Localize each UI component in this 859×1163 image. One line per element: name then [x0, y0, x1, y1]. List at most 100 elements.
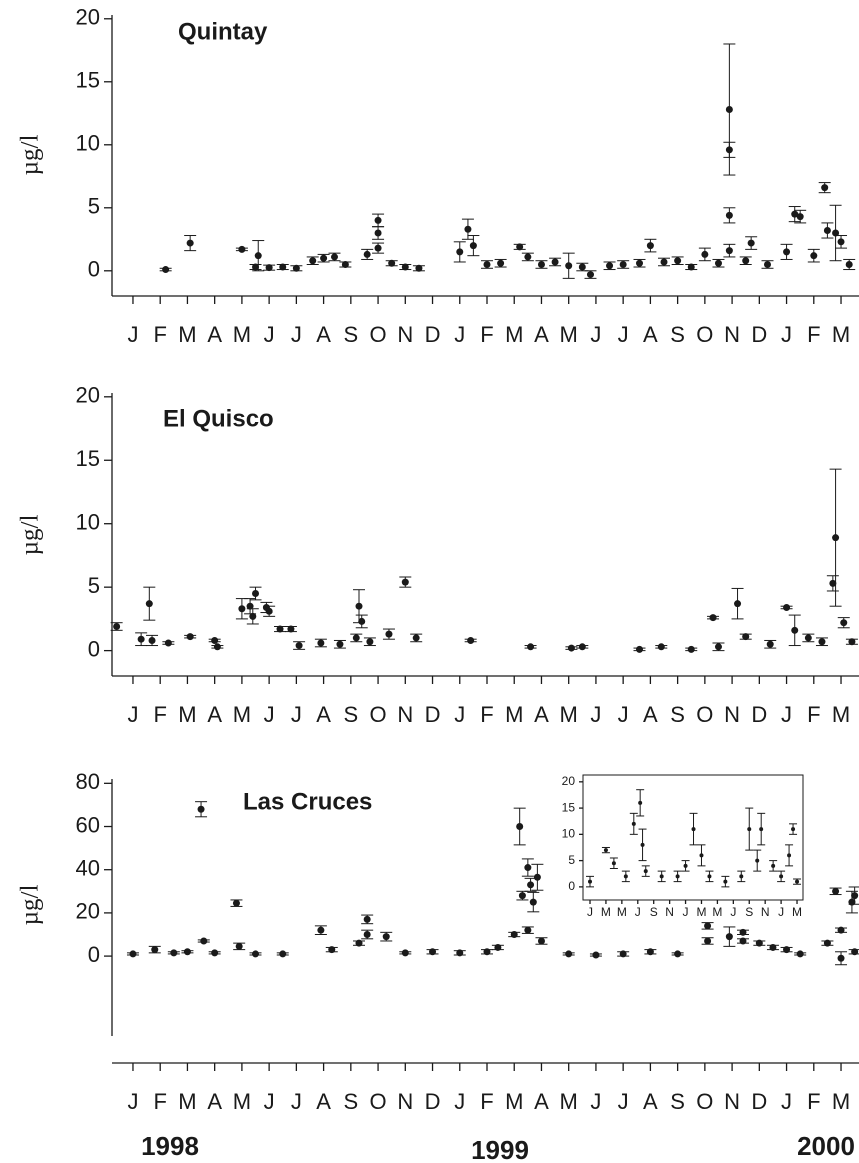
data-point	[358, 617, 366, 625]
y-tick-label: 0	[88, 636, 100, 661]
x-tick-label: D	[751, 322, 767, 347]
x-tick-label: M	[832, 702, 850, 727]
x-tick-label: M	[617, 905, 627, 919]
data-point	[510, 930, 518, 938]
data-point	[739, 937, 747, 945]
data-point	[725, 933, 733, 941]
x-tick-label: N	[665, 905, 674, 919]
data-point	[619, 950, 627, 958]
data-point	[821, 184, 829, 192]
x-tick-label: M	[233, 1089, 251, 1114]
data-point	[646, 948, 654, 956]
x-tick-label: F	[807, 322, 820, 347]
data-point	[374, 229, 382, 237]
data-point	[636, 259, 644, 267]
data-point	[769, 943, 777, 951]
data-point	[837, 954, 845, 962]
data-point	[623, 874, 628, 879]
x-tick-label: J	[454, 702, 465, 727]
x-tick-label: M	[505, 702, 523, 727]
y-tick-label: 15	[76, 446, 100, 471]
data-point	[309, 257, 317, 265]
data-point	[292, 264, 300, 272]
y-axis-label: µg/l	[17, 135, 44, 176]
x-tick-label: O	[370, 702, 387, 727]
data-point	[714, 643, 722, 651]
x-tick-label: M	[696, 905, 706, 919]
data-point	[164, 639, 172, 647]
y-tick-label: 20	[76, 383, 100, 408]
data-point	[845, 260, 853, 268]
y-tick-label: 5	[88, 573, 100, 598]
data-point	[701, 250, 709, 258]
x-tick-label: J	[264, 1089, 275, 1114]
data-point	[791, 626, 799, 634]
data-point	[467, 636, 475, 644]
data-point	[137, 635, 145, 643]
data-point	[818, 638, 826, 646]
inset-frame	[582, 774, 804, 901]
data-point	[659, 874, 664, 879]
x-tick-label: J	[730, 905, 736, 919]
data-point	[723, 879, 728, 884]
data-point	[385, 630, 393, 638]
data-point	[683, 863, 688, 868]
x-tick-label: A	[207, 322, 222, 347]
x-tick-label: M	[178, 322, 196, 347]
data-point	[537, 260, 545, 268]
data-point	[276, 625, 284, 633]
year-label: 2000	[797, 1131, 855, 1161]
data-point	[848, 638, 856, 646]
x-tick-label: O	[696, 1089, 713, 1114]
data-point	[352, 634, 360, 642]
data-point	[252, 950, 260, 958]
data-point	[238, 245, 246, 253]
data-point	[129, 950, 137, 958]
data-point	[186, 633, 194, 641]
data-point	[200, 937, 208, 945]
x-tick-label: O	[696, 322, 713, 347]
data-point	[317, 639, 325, 647]
x-tick-label: J	[127, 322, 138, 347]
x-tick-label: N	[397, 322, 413, 347]
x-tick-label: S	[343, 322, 358, 347]
data-point	[747, 239, 755, 247]
data-point	[363, 250, 371, 258]
data-point	[725, 106, 733, 114]
data-point	[366, 638, 374, 646]
data-point	[840, 619, 848, 627]
data-point	[254, 252, 262, 260]
x-tick-label: J	[291, 322, 302, 347]
data-point	[810, 252, 818, 260]
data-point	[336, 640, 344, 648]
data-point	[578, 643, 586, 651]
data-point	[252, 263, 260, 271]
data-point	[791, 210, 799, 218]
data-point	[643, 869, 648, 874]
data-point	[363, 915, 371, 923]
y-tick-label: 20	[76, 5, 100, 30]
data-point	[783, 946, 791, 954]
y-tick-label: 0	[568, 879, 575, 893]
x-tick-label: A	[643, 702, 658, 727]
data-point	[469, 242, 477, 250]
data-point	[265, 607, 273, 615]
data-point	[657, 643, 665, 651]
x-tick-label: J	[781, 322, 792, 347]
data-point	[238, 605, 246, 613]
data-point	[516, 823, 524, 831]
data-point	[795, 879, 800, 884]
data-point	[162, 266, 170, 274]
data-point	[771, 863, 776, 868]
data-point	[725, 211, 733, 219]
x-tick-label: N	[397, 1089, 413, 1114]
data-point	[249, 612, 257, 620]
x-tick-label: J	[618, 1089, 629, 1114]
data-point	[401, 949, 409, 957]
x-tick-label: F	[153, 1089, 166, 1114]
x-tick-label: J	[291, 702, 302, 727]
data-point	[619, 260, 627, 268]
x-tick-label: A	[207, 702, 222, 727]
data-point	[704, 937, 712, 945]
